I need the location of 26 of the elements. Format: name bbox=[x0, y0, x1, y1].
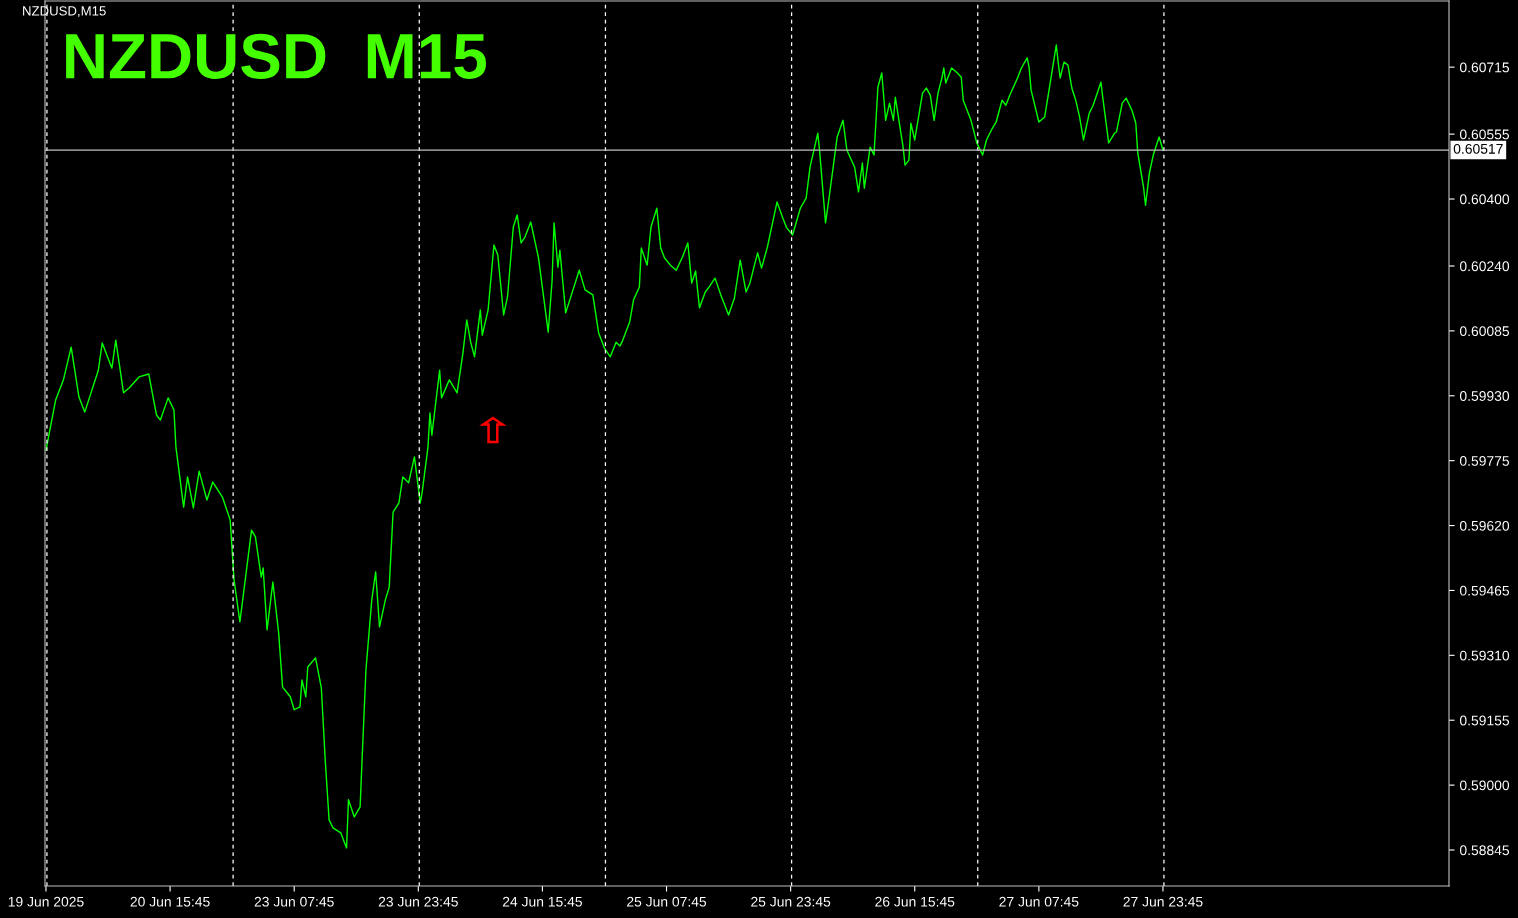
x-tick-label: 23 Jun 23:45 bbox=[378, 896, 458, 907]
y-tick-label: 0.59620 bbox=[1459, 520, 1510, 531]
y-tick-label: 0.59310 bbox=[1459, 650, 1510, 661]
y-tick-label: 0.60240 bbox=[1459, 261, 1510, 272]
x-tick-label: 25 Jun 07:45 bbox=[627, 896, 707, 907]
y-tick-label: 0.59930 bbox=[1459, 391, 1510, 401]
x-tick-label: 27 Jun 07:45 bbox=[999, 896, 1079, 907]
y-tick-label: 0.59775 bbox=[1459, 456, 1510, 466]
chart-subtitle: NZDUSD,M15 bbox=[23, 6, 106, 18]
x-tick-label: 23 Jun 07:45 bbox=[254, 896, 334, 907]
x-tick-label: 26 Jun 15:45 bbox=[875, 896, 955, 907]
ref-line-label: 0.60517 bbox=[1453, 143, 1503, 154]
y-tick-label: 0.58845 bbox=[1459, 845, 1510, 856]
y-tick-label: 0.60715 bbox=[1459, 62, 1510, 73]
chart-title: NZDUSD M15 bbox=[66, 33, 487, 79]
x-tick-label: 19 Jun 2025 bbox=[8, 896, 84, 907]
y-tick-label: 0.60400 bbox=[1459, 194, 1510, 205]
y-tick-label: 0.60085 bbox=[1459, 326, 1510, 337]
x-tick-label: 25 Jun 23:45 bbox=[751, 896, 831, 907]
y-tick-label: 0.59465 bbox=[1459, 585, 1510, 596]
x-tick-label: 20 Jun 15:45 bbox=[130, 896, 210, 907]
x-tick-label: 24 Jun 15:45 bbox=[502, 896, 582, 907]
y-tick-label: 0.60555 bbox=[1459, 129, 1510, 140]
y-tick-label: 0.59000 bbox=[1459, 780, 1510, 791]
x-tick-label: 27 Jun 23:45 bbox=[1123, 896, 1203, 907]
y-tick-label: 0.59155 bbox=[1459, 715, 1510, 726]
